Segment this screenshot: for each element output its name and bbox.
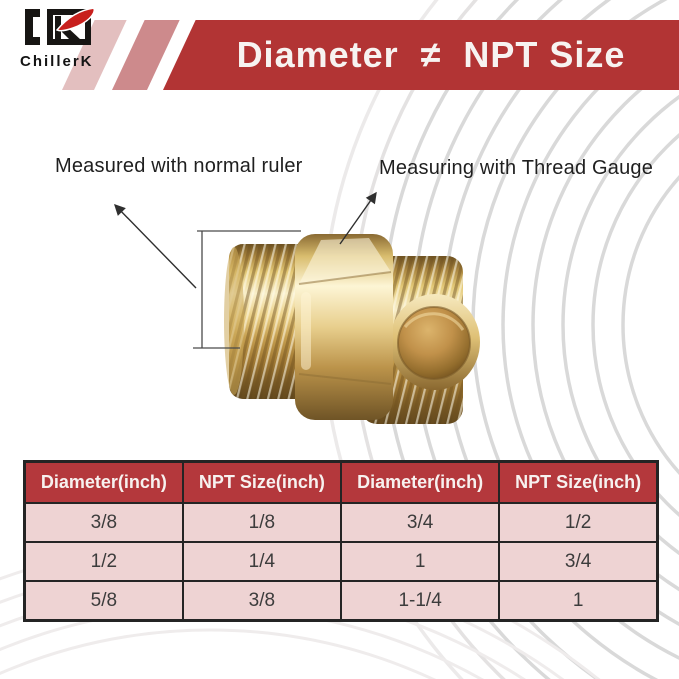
brand-name: ChillerK [20, 53, 94, 70]
page-title: Diameter ≠ NPT Size [236, 34, 626, 75]
table-cell: 3/4 [339, 502, 501, 543]
table-cell: 1/4 [181, 541, 343, 582]
table-cell: 1 [339, 541, 501, 582]
hex-center [295, 234, 393, 420]
table-cell: 1/8 [181, 502, 343, 543]
column-header-diameter-2: Diameter(inch) [339, 460, 501, 504]
table-row: 1/2 1/4 1 3/4 [23, 541, 659, 582]
diameter-dimension-lines [193, 230, 301, 349]
table-cell: 3/8 [23, 502, 184, 543]
left-thread-end [224, 244, 315, 399]
brass-hex-nipple-photo [224, 234, 480, 424]
ruler-callout-label: Measured with normal ruler [55, 155, 303, 177]
table-row: 3/8 1/8 3/4 1/2 [23, 502, 659, 543]
table-cell: 1/2 [23, 541, 184, 582]
table-cell: 3/4 [498, 541, 659, 582]
ruler-callout-arrow [114, 203, 197, 289]
size-conversion-table: Diameter(inch) NPT Size(inch) Diameter(i… [23, 460, 659, 622]
fitting-bore-opening [390, 294, 480, 390]
table-cell: 5/8 [23, 580, 184, 622]
column-header-npt-2: NPT Size(inch) [498, 460, 659, 504]
table-cell: 3/8 [181, 580, 343, 622]
table-row: 5/8 3/8 1-1/4 1 [23, 580, 659, 622]
column-header-diameter-1: Diameter(inch) [23, 460, 184, 504]
gauge-callout-arrow [339, 191, 377, 245]
gauge-callout-label: Measuring with Thread Gauge [379, 157, 654, 179]
table-header-row: Diameter(inch) NPT Size(inch) Diameter(i… [23, 460, 659, 504]
table-cell: 1 [498, 580, 659, 622]
table-cell: 1-1/4 [339, 580, 501, 622]
chillerk-logo-icon [25, 7, 95, 45]
table-cell: 1/2 [498, 502, 659, 543]
column-header-npt-1: NPT Size(inch) [181, 460, 343, 504]
brand-logo: ChillerK [20, 6, 124, 70]
